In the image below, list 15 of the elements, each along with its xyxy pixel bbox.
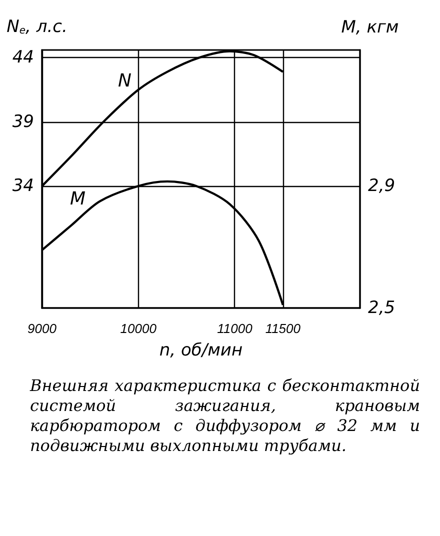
y-tick-label: 39	[12, 112, 34, 132]
x-tick-label: 11000	[217, 321, 254, 336]
y2-tick-label: 2,9	[368, 176, 396, 196]
y-tick-label: 44	[12, 48, 34, 68]
y2-axis-title: M, кгм	[341, 18, 399, 38]
text: Внешняя характеристика с бесконтактной системой зажигания, крановым карбюратором с диффузором ⌀ 32 мм и подвижными выхлопными трубами.	[30, 376, 420, 456]
x-axis-title: n, об/мин	[159, 340, 243, 360]
y-tick-label: 34	[12, 176, 34, 196]
x-tick-label: 11500	[265, 321, 302, 336]
annotation: M	[70, 188, 86, 210]
x-tick-label: 9000	[28, 321, 58, 336]
x-tick-label: 10000	[120, 321, 158, 336]
y-axis-title: Ne, л.с.	[6, 17, 68, 37]
annotation: N	[118, 70, 132, 92]
y2-tick-label: 2,5	[368, 298, 396, 318]
